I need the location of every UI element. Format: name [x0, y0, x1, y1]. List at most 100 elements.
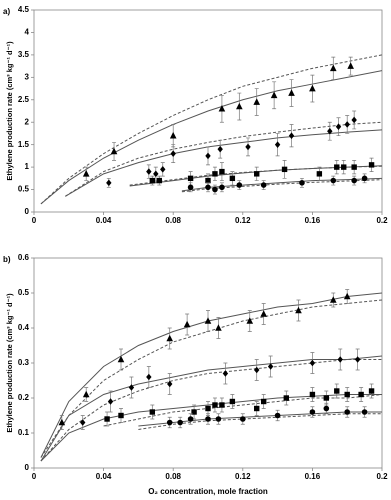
data-point [351, 177, 357, 184]
y-tick-label: 1.5 [18, 140, 30, 149]
data-point [204, 317, 212, 324]
data-point [347, 62, 354, 69]
data-point [183, 320, 191, 328]
x-tick-label: 0 [32, 216, 37, 225]
data-point [205, 152, 211, 160]
y-tick-label: 0.5 [18, 185, 30, 194]
y-tick-label: 0.6 [18, 253, 30, 262]
x-tick-label: 0.04 [96, 216, 112, 225]
data-point [368, 162, 375, 168]
x-tick-label: 0.2 [376, 472, 388, 481]
y-tick-label: 1 [25, 162, 30, 171]
x-tick-label: 0.2 [376, 216, 388, 225]
y-tick-label: 0.2 [18, 393, 30, 402]
data-point [106, 179, 112, 187]
plot-frame [33, 9, 383, 213]
data-point [169, 131, 177, 139]
x-tick-label: 0.08 [165, 216, 181, 225]
data-point [187, 416, 194, 422]
data-point [274, 412, 281, 419]
plot-frame [33, 257, 383, 469]
data-point [341, 164, 347, 170]
data-point [215, 324, 222, 331]
data-point [229, 398, 236, 405]
data-point [104, 416, 110, 422]
data-point [288, 89, 295, 96]
data-point [153, 170, 159, 178]
data-point [222, 370, 229, 377]
x-tick-label: 0.08 [165, 472, 181, 481]
data-point [274, 141, 281, 148]
y-axis-label: Ethylene production rate (cm³ kg⁻¹ d⁻¹) [5, 293, 14, 433]
data-point [117, 355, 125, 363]
data-point [82, 390, 90, 398]
data-point [316, 171, 323, 177]
data-point [167, 380, 173, 388]
data-point [330, 177, 337, 184]
data-point [118, 412, 124, 419]
y-tick-label: 0.3 [18, 358, 30, 367]
data-point [327, 127, 333, 135]
data-point [160, 166, 166, 173]
data-point [149, 177, 156, 184]
data-point [299, 180, 305, 186]
data-point [240, 416, 246, 422]
data-point [260, 310, 267, 317]
data-point [309, 409, 316, 415]
data-point [335, 123, 342, 131]
model-curve [40, 359, 382, 462]
data-point [288, 132, 295, 139]
x-tick-label: 0.12 [235, 216, 251, 225]
data-point [337, 356, 343, 363]
data-point [351, 116, 357, 124]
data-point [215, 416, 222, 422]
data-point [254, 366, 260, 374]
y-tick-label: 4 [25, 28, 30, 37]
data-point [358, 391, 364, 398]
data-point [82, 170, 90, 177]
data-point [219, 402, 225, 408]
data-point [205, 184, 211, 191]
y-tick-label: 3.5 [18, 50, 30, 59]
data-point [219, 184, 225, 191]
data-point [80, 419, 86, 426]
y-tick-label: 2.5 [18, 95, 30, 104]
x-tick-label: 0.16 [305, 216, 321, 225]
y-tick-label: 4.5 [18, 5, 30, 14]
y-tick-label: 0 [25, 463, 30, 472]
data-point [212, 171, 218, 177]
data-point [245, 143, 251, 151]
data-point [205, 405, 211, 412]
data-point [191, 409, 197, 415]
data-point [236, 102, 243, 110]
data-point [368, 388, 375, 394]
data-point [343, 292, 351, 300]
data-point [309, 359, 316, 367]
data-point [187, 175, 194, 182]
data-point [187, 184, 194, 191]
data-point [361, 175, 368, 182]
data-point [149, 409, 156, 415]
data-point [110, 147, 118, 155]
data-point [236, 182, 243, 188]
data-point [334, 164, 340, 170]
data-point [58, 418, 66, 426]
data-point [351, 164, 357, 170]
data-point [166, 334, 174, 342]
data-point [344, 121, 350, 128]
data-point [354, 356, 361, 363]
data-point [295, 306, 302, 314]
x-tick-label: 0.16 [305, 472, 321, 481]
data-point [170, 150, 176, 157]
data-point [219, 168, 225, 175]
data-point [146, 168, 152, 175]
y-tick-label: 0.1 [18, 428, 30, 437]
model-curve [40, 355, 383, 462]
data-point [146, 373, 152, 381]
data-point [253, 98, 261, 105]
y-tick-label: 0 [25, 207, 30, 216]
data-point [267, 363, 274, 370]
data-point [254, 171, 260, 177]
model-curve [103, 394, 383, 427]
